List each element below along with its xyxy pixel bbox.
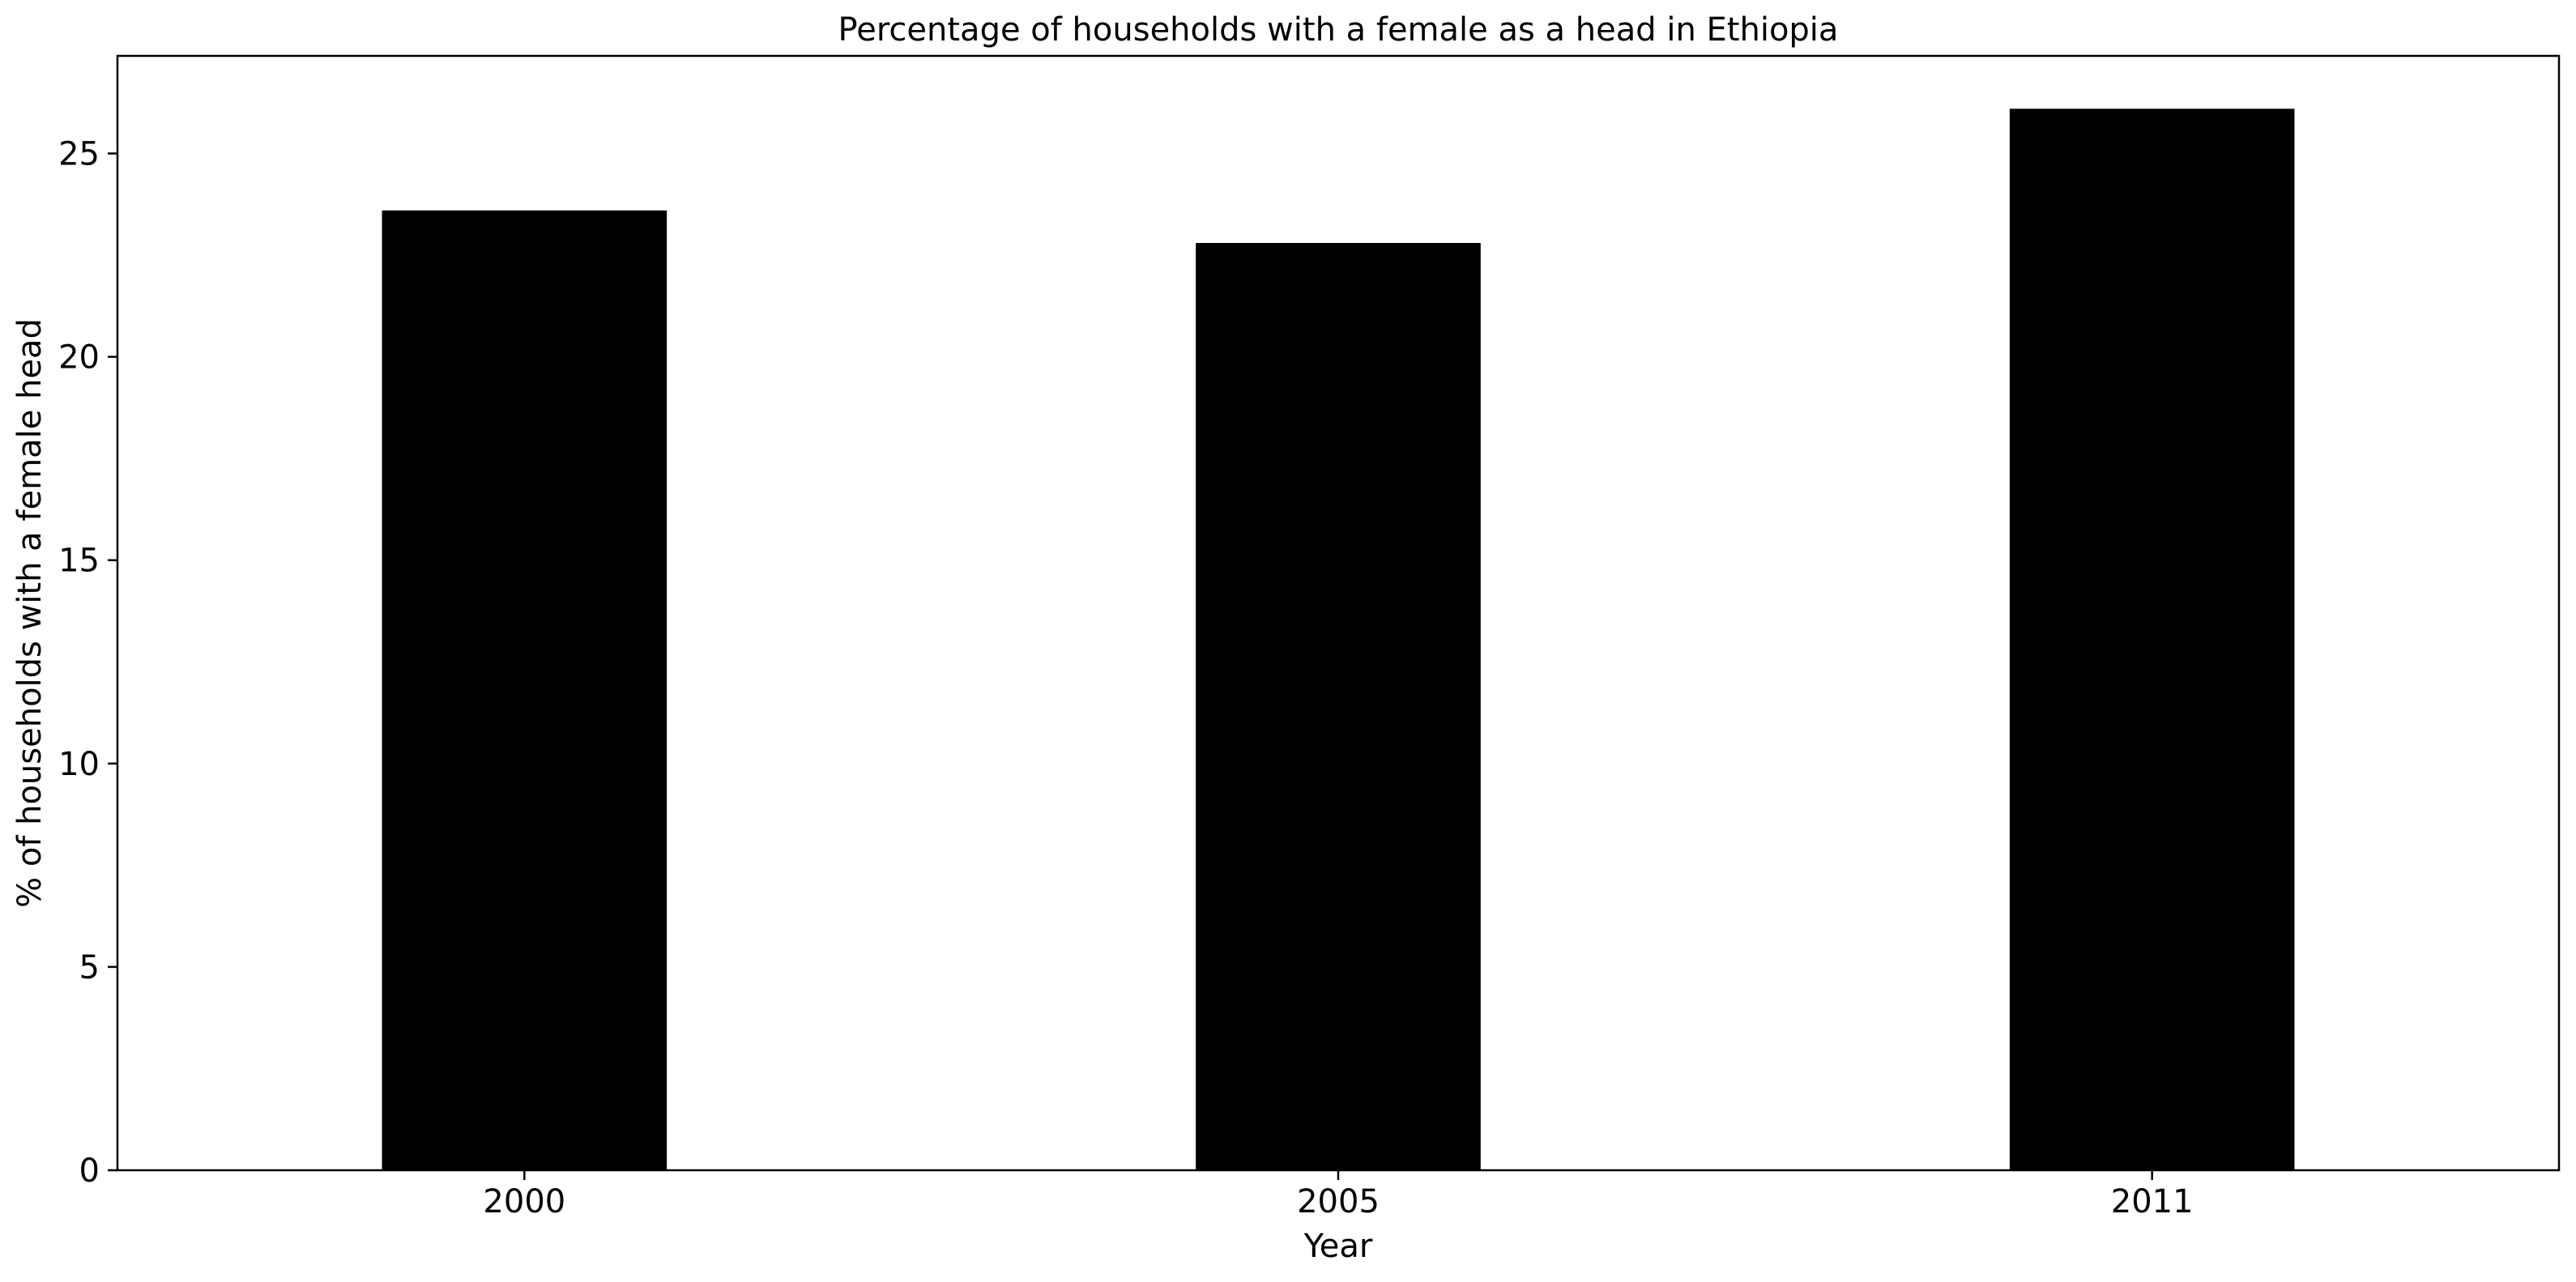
y-axis-title: % of households with a female head (11, 318, 49, 908)
bar-2000 (382, 210, 667, 1170)
y-tick-label: 0 (79, 1152, 100, 1190)
bar-2011 (2009, 109, 2295, 1170)
x-axis-title: Year (1303, 1228, 1373, 1265)
y-tick-label: 5 (79, 949, 100, 986)
y-tick-label: 20 (58, 339, 100, 377)
plot-area-frame (116, 54, 2561, 1172)
x-tick-label: 2005 (1297, 1183, 1380, 1220)
y-tick-label: 10 (58, 746, 100, 783)
x-tick-label: 2011 (2111, 1183, 2194, 1220)
bars-layer (382, 109, 2295, 1170)
y-axis: 0 5 10 15 20 25 (58, 136, 117, 1190)
bar-2005 (1196, 243, 1481, 1170)
chart-title: Percentage of households with a female a… (838, 11, 1839, 49)
x-tick-label: 2000 (483, 1183, 565, 1220)
y-tick-label: 25 (58, 136, 100, 173)
x-axis: 2000 2005 2011 (483, 1170, 2194, 1220)
y-tick-label: 15 (58, 543, 100, 580)
